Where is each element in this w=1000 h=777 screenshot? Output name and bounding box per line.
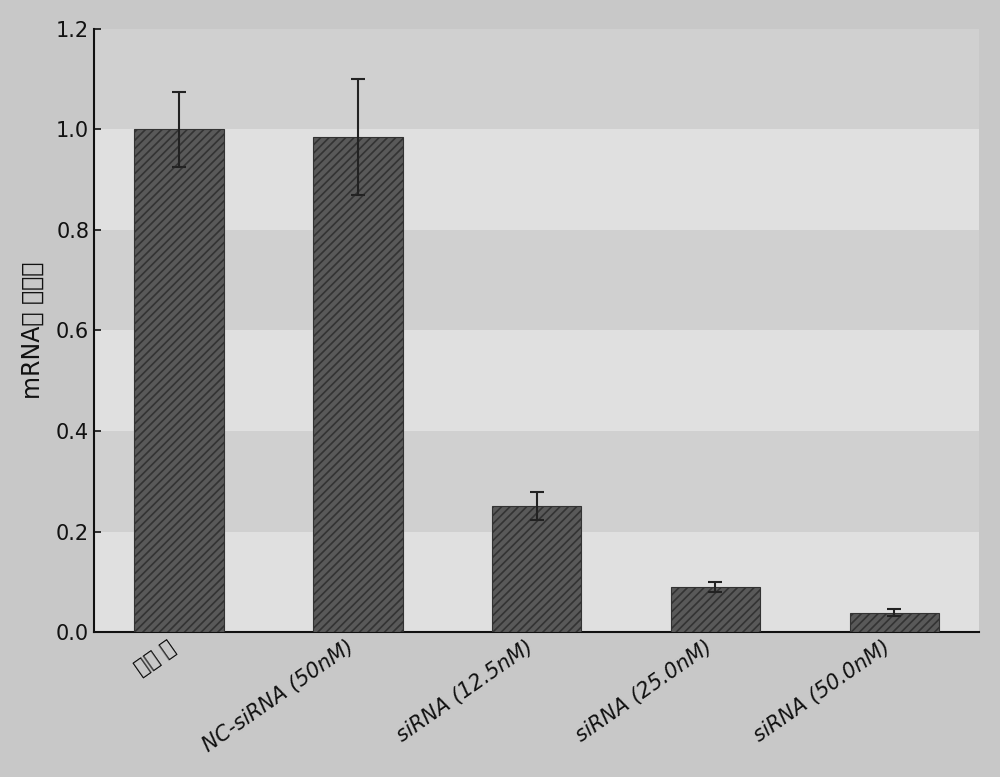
Bar [134, 129, 224, 632]
Bar [94, 230, 979, 330]
Bar [492, 507, 581, 632]
Bar [94, 431, 979, 531]
Bar [94, 29, 979, 129]
Bar [313, 137, 403, 632]
Bar [671, 587, 760, 632]
Bar [850, 613, 939, 632]
Bar [94, 330, 979, 431]
Y-axis label: mRNA表 达水平: mRNA表 达水平 [21, 262, 45, 399]
Bar [94, 129, 979, 230]
Bar [94, 531, 979, 632]
